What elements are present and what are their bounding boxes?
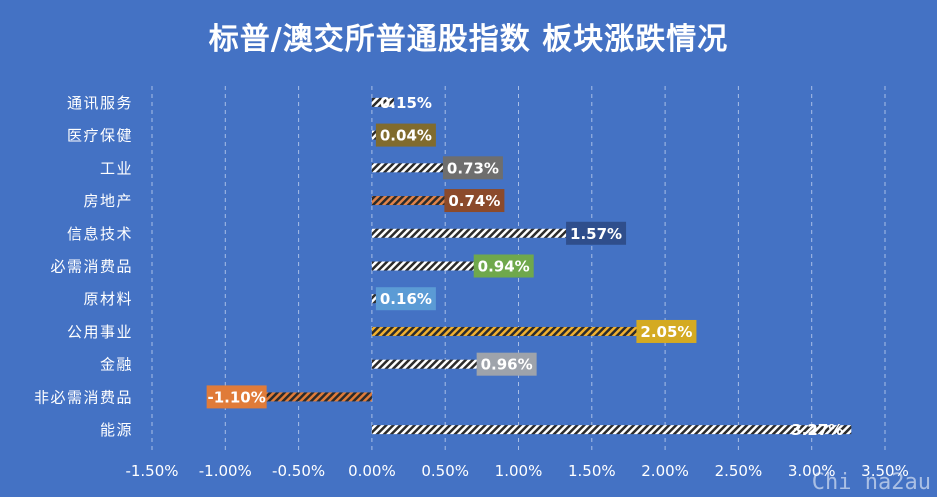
bar [371, 261, 510, 271]
category-label: 通讯服务 [67, 94, 133, 112]
x-tick-label: -1.50% [125, 462, 178, 480]
data-label: 0.16% [380, 290, 432, 308]
category-label: 非必需消费品 [34, 388, 133, 406]
category-label: 能源 [100, 421, 133, 439]
category-label: 公用事业 [67, 323, 133, 341]
data-label: 0.73% [447, 159, 499, 177]
category-label: 原材料 [83, 290, 133, 308]
value-axis: -1.50% -1.00% -0.50% 0.00% 0.50% 1.00% 1.50% 2.… [125, 462, 908, 480]
x-tick-label: 3.50% [861, 462, 909, 480]
data-label: 0.74% [448, 192, 500, 210]
chart-title: 标普/澳交所普通股指数 板块涨跌情况 [208, 22, 729, 57]
x-tick-label: 0.00% [348, 462, 396, 480]
bar [210, 392, 372, 402]
x-tick-label: 2.50% [715, 462, 763, 480]
data-label: 3.27% [791, 421, 843, 439]
bar [371, 130, 378, 140]
category-label: 医疗保健 [67, 127, 133, 145]
category-label: 必需消费品 [50, 258, 133, 276]
bar [371, 326, 673, 336]
category-label: 金融 [100, 356, 133, 374]
bar [371, 425, 852, 435]
data-label: 2.05% [640, 323, 692, 341]
data-label-box [476, 352, 537, 376]
x-tick-label: -0.50% [272, 462, 325, 480]
data-label-box [636, 319, 697, 343]
data-label: 0.96% [481, 356, 533, 374]
data-label: 1.57% [570, 225, 622, 243]
x-tick-label: 2.00% [641, 462, 689, 480]
x-tick-label: 3.00% [788, 462, 836, 480]
bar [371, 97, 394, 107]
bar [371, 228, 603, 238]
bar [371, 196, 481, 206]
bars: 0.15% 0.04% 0.73% 0.74% 1.57% 0.94% 0.16% 2.05%… [206, 94, 852, 439]
watermark: Chi na2au [811, 470, 931, 495]
x-tick-label: 1.50% [568, 462, 616, 480]
x-tick-label: 0.50% [421, 462, 469, 480]
data-label-box [375, 287, 436, 311]
data-label-box [206, 385, 267, 409]
bar [371, 163, 479, 173]
data-label: 0.04% [380, 127, 432, 145]
data-label-box [375, 123, 436, 147]
x-tick-label: 1.00% [495, 462, 543, 480]
data-label-box [442, 156, 503, 180]
data-label: 0.94% [478, 258, 530, 276]
x-tick-label: -1.00% [199, 462, 252, 480]
bar [371, 359, 513, 369]
data-label-box [566, 221, 627, 245]
data-label: -1.10% [208, 388, 266, 406]
data-label-box [473, 254, 534, 278]
category-label: 工业 [100, 159, 133, 177]
category-label: 房地产 [83, 192, 133, 210]
data-label-box [444, 189, 505, 213]
category-label: 信息技术 [67, 225, 133, 243]
data-label: 0.15% [380, 94, 432, 112]
